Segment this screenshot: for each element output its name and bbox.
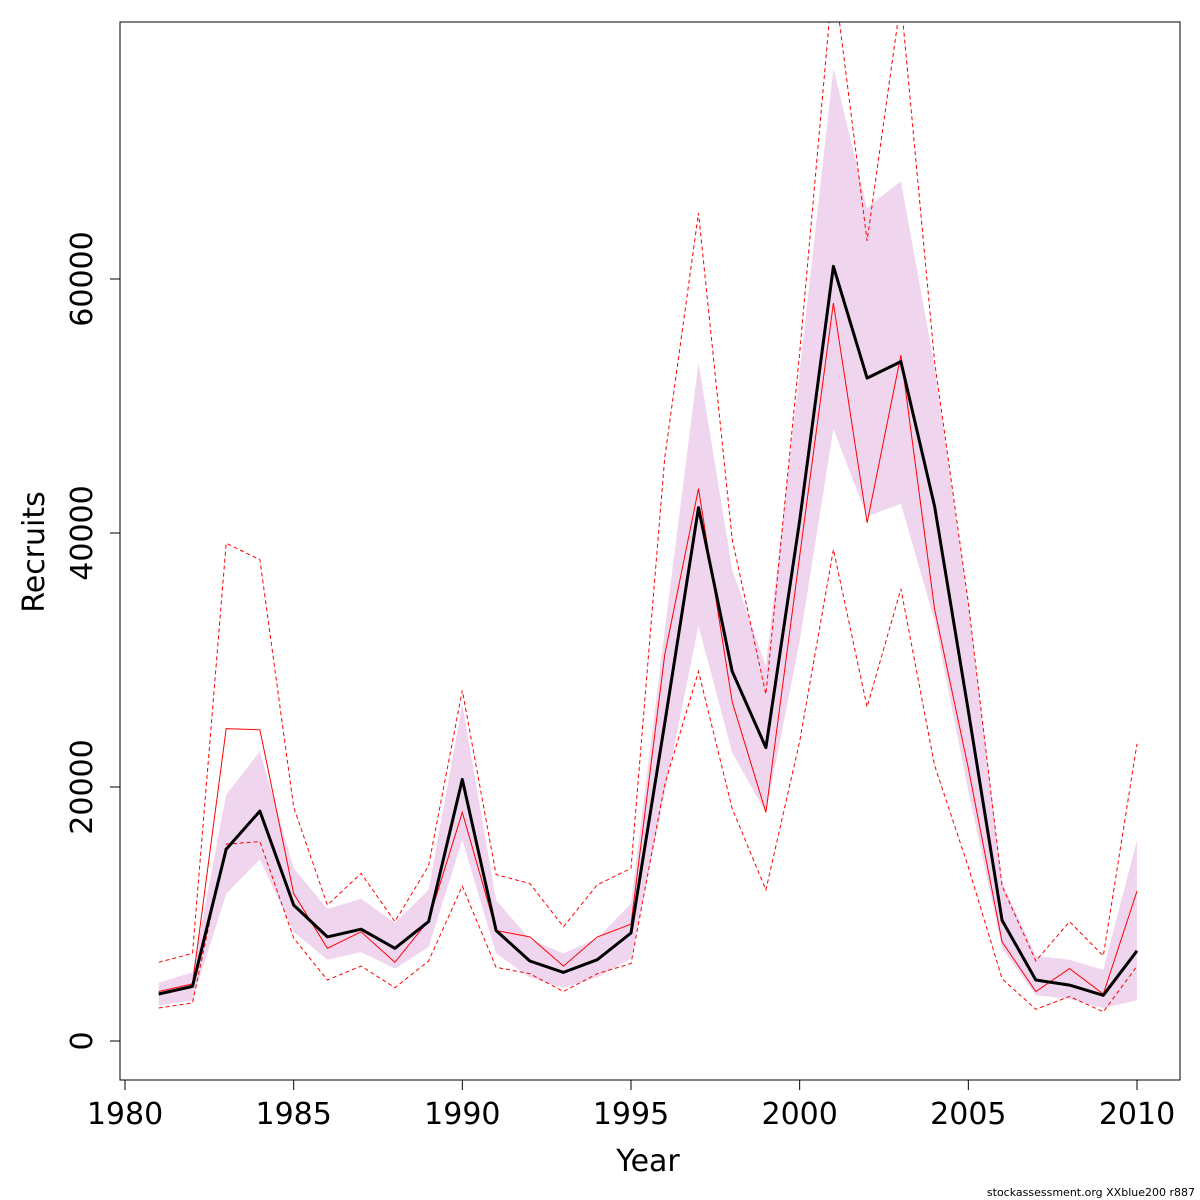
estimate-series-layer [158, 264, 1139, 997]
x-tick-label: 2005 [930, 1097, 1006, 1132]
confidence-band-layer [158, 68, 1137, 1008]
axes-layer: 1980 1985 1990 1995 2000 2005 2010 0 20000 40000 6… [65, 21, 1181, 1132]
comparison-estimate-line [158, 303, 1138, 995]
x-tick-label: 1995 [593, 1097, 669, 1132]
estimate-line [158, 264, 1139, 997]
x-tick-label: 1980 [87, 1097, 163, 1132]
y-axis-title: Recruits [17, 491, 52, 613]
y-tick-label: 60000 [65, 231, 100, 326]
plot-frame [119, 21, 1181, 1081]
x-tick-label: 1990 [424, 1097, 500, 1132]
y-tick-label: 20000 [65, 739, 100, 834]
x-axis-title: Year [615, 1144, 680, 1179]
y-tick-label: 40000 [65, 485, 100, 580]
estimate-confidence-band [158, 68, 1137, 1008]
comparison-upper-bound-line [158, 22, 1138, 963]
footer-credit: stockassessment.org XXblue200 r887 [987, 1186, 1195, 1199]
comparison-lower-bound-line [158, 549, 1138, 1013]
x-tick-label: 2000 [761, 1097, 837, 1132]
x-tick-label: 1985 [255, 1097, 331, 1132]
y-tick-label: 0 [65, 1031, 100, 1050]
comparison-series-layer [158, 22, 1138, 1013]
x-tick-label: 2010 [1099, 1097, 1175, 1132]
